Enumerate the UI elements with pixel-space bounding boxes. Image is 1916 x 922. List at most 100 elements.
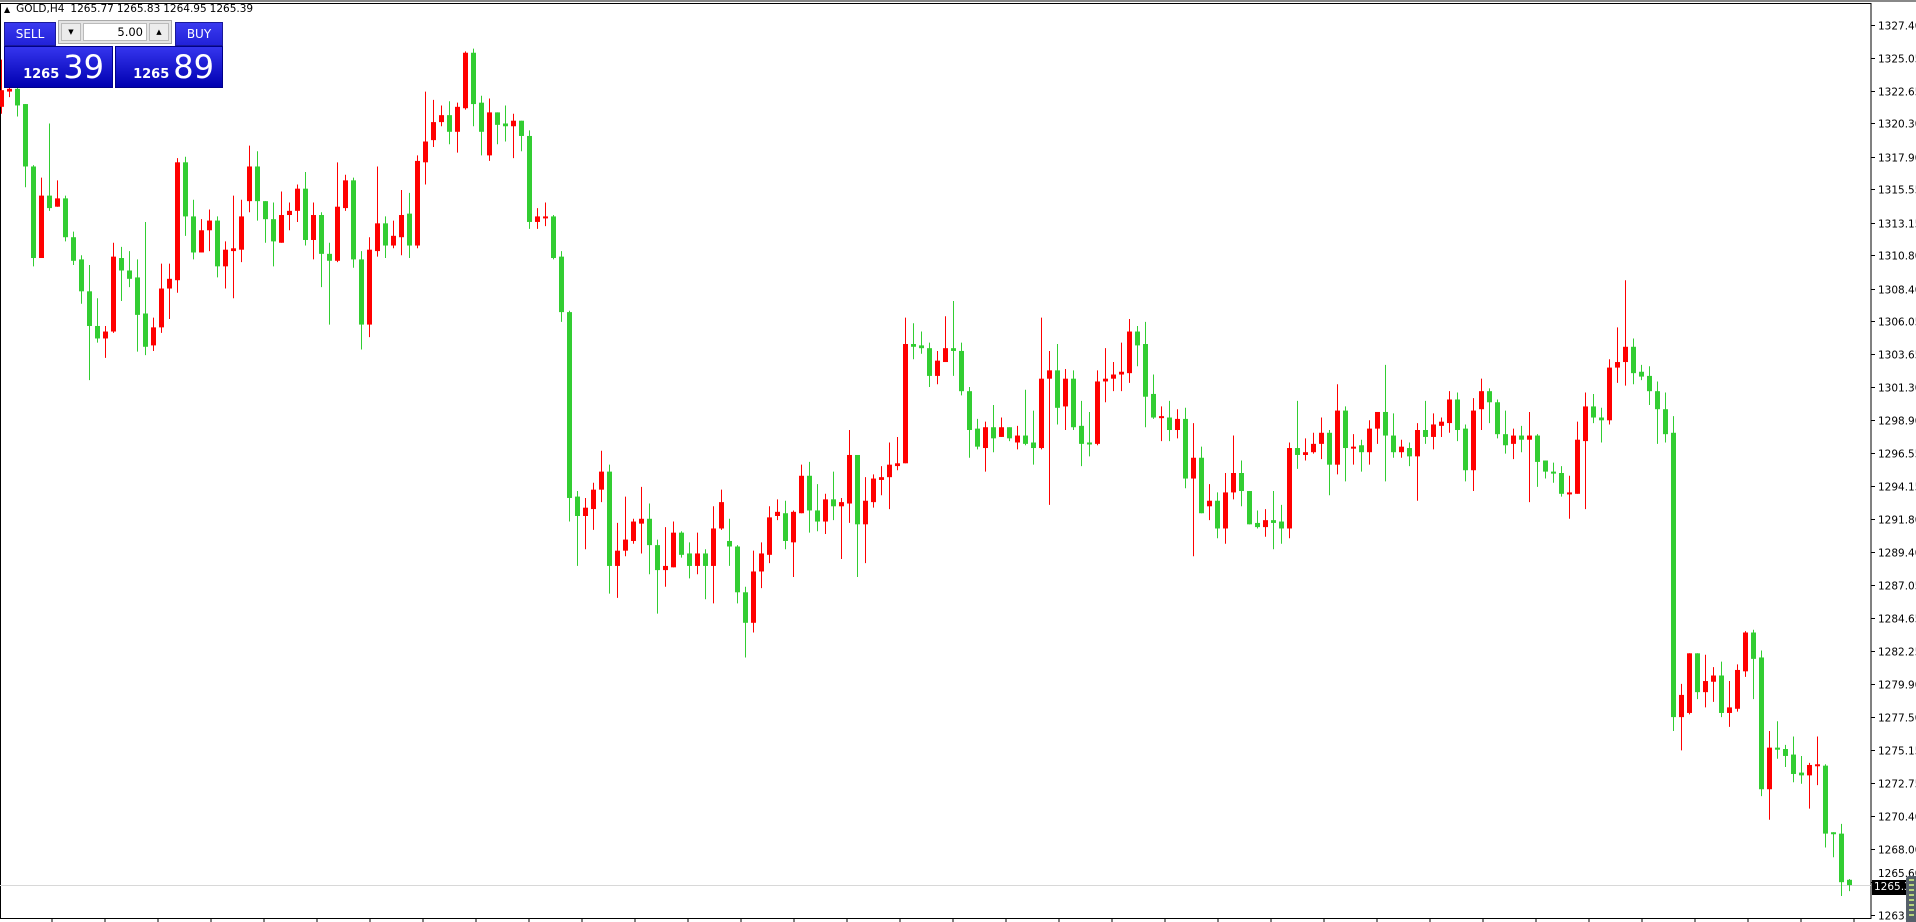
candle bbox=[807, 461, 812, 533]
sell-button[interactable]: SELL bbox=[4, 22, 56, 46]
candle bbox=[1207, 484, 1212, 521]
candle-body bbox=[1743, 632, 1748, 672]
candle-body bbox=[887, 464, 892, 478]
low-value: 1264.95 bbox=[163, 3, 207, 15]
candle bbox=[1599, 407, 1604, 443]
candle bbox=[1055, 344, 1060, 425]
candle bbox=[511, 113, 516, 159]
candle-body bbox=[839, 502, 844, 507]
candle bbox=[567, 310, 572, 522]
candle bbox=[879, 466, 884, 496]
candle bbox=[1631, 338, 1636, 385]
candle-body bbox=[1087, 442, 1092, 445]
candle bbox=[639, 486, 644, 554]
candle bbox=[1639, 364, 1644, 381]
candle bbox=[1383, 364, 1388, 482]
candle-body bbox=[1775, 747, 1780, 750]
candle-body bbox=[1023, 435, 1028, 444]
candle bbox=[1175, 409, 1180, 439]
triangle-up-icon[interactable]: ▲ bbox=[4, 4, 11, 14]
candle bbox=[1847, 878, 1852, 892]
candle bbox=[1759, 650, 1764, 797]
signal-strength-icon[interactable] bbox=[1906, 876, 1916, 922]
price-axis[interactable]: 1327.40 1325.05 1322.65 1320.30 1317.90 1315.… bbox=[1871, 21, 1916, 922]
candle bbox=[927, 342, 932, 388]
candle bbox=[247, 145, 252, 213]
candle bbox=[935, 350, 940, 385]
buy-price-box[interactable]: 1265 89 bbox=[115, 46, 223, 88]
candle-body bbox=[1119, 371, 1124, 375]
candle-body bbox=[783, 513, 788, 541]
candle bbox=[943, 316, 948, 363]
candle bbox=[1839, 823, 1844, 897]
candle-body bbox=[703, 553, 708, 566]
candle bbox=[1455, 392, 1460, 442]
triangle-up-icon[interactable]: ▲ bbox=[149, 23, 169, 41]
candle-body bbox=[927, 348, 932, 376]
candle-body bbox=[287, 210, 292, 216]
candle-body bbox=[159, 288, 164, 328]
candle-body bbox=[679, 532, 684, 555]
candle-body bbox=[439, 115, 444, 123]
candle-body bbox=[183, 162, 188, 217]
candle bbox=[695, 532, 700, 575]
candle-body bbox=[295, 188, 300, 211]
candle bbox=[951, 301, 956, 376]
candle bbox=[1527, 411, 1532, 503]
candle bbox=[1103, 348, 1108, 403]
buy-button[interactable]: BUY bbox=[175, 22, 223, 46]
candle-body bbox=[351, 180, 356, 260]
candle bbox=[175, 158, 180, 293]
candle bbox=[1079, 400, 1084, 467]
candle bbox=[447, 101, 452, 145]
candle-body bbox=[1535, 435, 1540, 462]
candle bbox=[255, 151, 260, 221]
candle bbox=[1423, 400, 1428, 444]
candle-body bbox=[583, 507, 588, 516]
candle-body bbox=[743, 592, 748, 623]
candle-body bbox=[1423, 430, 1428, 437]
candle-body bbox=[1791, 754, 1796, 774]
candle bbox=[839, 497, 844, 559]
candle-body bbox=[1671, 432, 1676, 718]
sell-price-box[interactable]: 1265 39 bbox=[4, 46, 113, 88]
candle bbox=[271, 202, 276, 267]
candle-body bbox=[1655, 391, 1660, 410]
candle bbox=[847, 430, 852, 523]
candle bbox=[287, 202, 292, 231]
candle-body bbox=[879, 477, 884, 480]
candle-body bbox=[1695, 653, 1700, 693]
candle bbox=[1047, 350, 1052, 505]
candle bbox=[63, 195, 68, 242]
candle bbox=[815, 484, 820, 532]
candle bbox=[1591, 393, 1596, 424]
price-tick-label: 1296.55 bbox=[1878, 449, 1916, 461]
candle-body bbox=[983, 427, 988, 449]
candle-body bbox=[1359, 445, 1364, 453]
candle-body bbox=[479, 102, 484, 132]
candle-body bbox=[1159, 416, 1164, 419]
candle-body bbox=[127, 270, 132, 279]
chart-border bbox=[0, 3, 1872, 919]
triangle-down-icon[interactable]: ▼ bbox=[61, 23, 81, 41]
candle-body bbox=[1543, 460, 1548, 472]
candle bbox=[223, 241, 228, 289]
candle bbox=[391, 220, 396, 249]
candle-body bbox=[119, 258, 124, 271]
candle bbox=[735, 545, 740, 604]
candle-body bbox=[1815, 764, 1820, 767]
candle bbox=[959, 342, 964, 396]
candle-body bbox=[647, 518, 652, 546]
candle bbox=[1559, 466, 1564, 497]
candle-body bbox=[735, 546, 740, 593]
candle-body bbox=[199, 230, 204, 253]
lot-size-input[interactable] bbox=[83, 23, 147, 41]
candle-body bbox=[1751, 632, 1756, 659]
candle-body bbox=[519, 120, 524, 136]
candle bbox=[799, 464, 804, 514]
candle bbox=[1279, 504, 1284, 544]
candle-body bbox=[599, 471, 604, 490]
candle bbox=[295, 184, 300, 222]
candle bbox=[767, 506, 772, 564]
